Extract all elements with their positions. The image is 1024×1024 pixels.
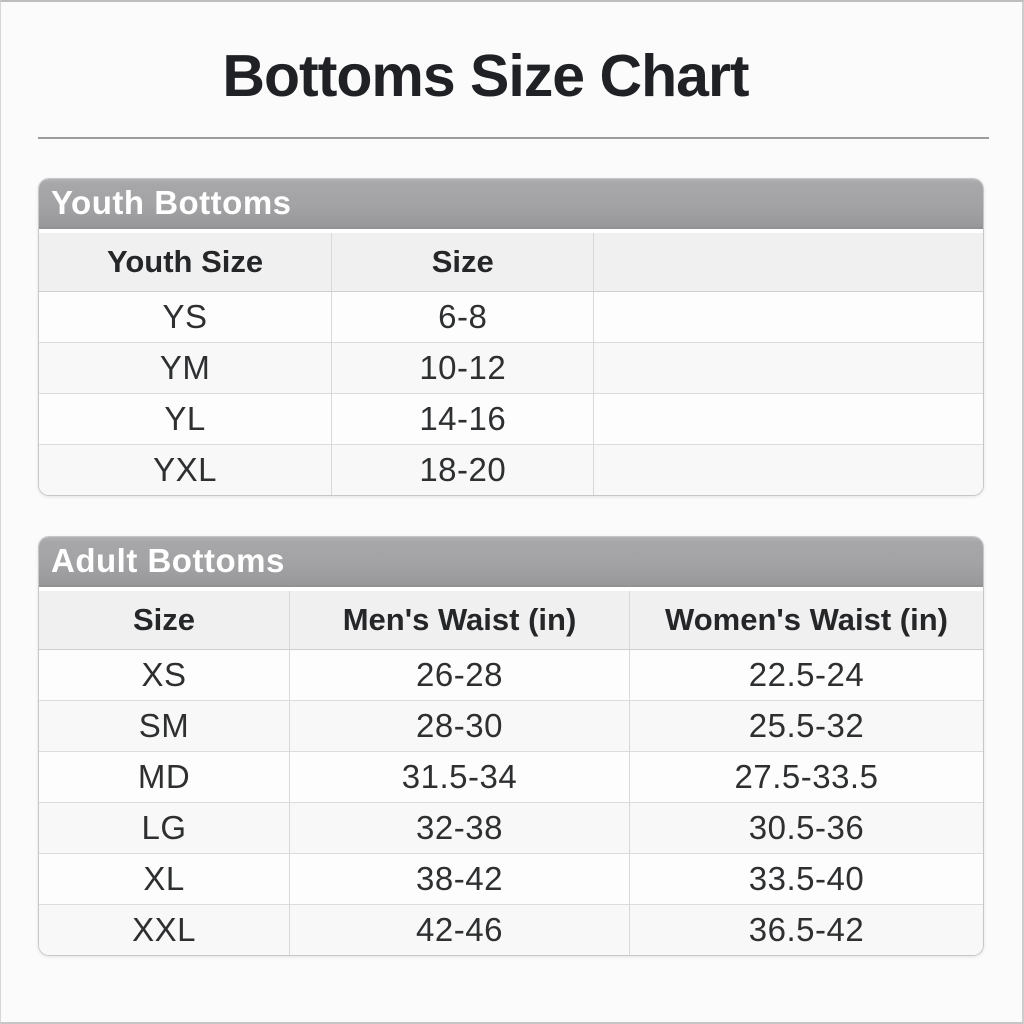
table-cell: 14-16: [331, 392, 594, 445]
youth-bottoms-table: Youth Bottoms Youth Size Size YS 6-8 YM 10-1…: [38, 177, 984, 496]
column-header: Size: [331, 232, 594, 292]
table-cell: LG: [39, 801, 290, 854]
header-row: Youth Size Size: [39, 232, 983, 292]
table-row: XL 38-42 33.5-40: [39, 852, 983, 905]
page-title: Bottoms Size Chart: [222, 43, 749, 109]
adult-bottoms-table: Adult Bottoms Size Men's Waist (in) Women'…: [38, 535, 984, 956]
table-row: YL 14-16: [39, 392, 983, 445]
adult-bottoms-banner: Adult Bottoms: [39, 536, 983, 587]
table-cell: 42-46: [289, 903, 630, 955]
table-row: YM 10-12: [39, 341, 983, 394]
title-divider: [38, 136, 989, 139]
table-cell: XL: [39, 852, 290, 905]
table-cell: YS: [162, 297, 208, 335]
table-cell: XXL: [39, 903, 290, 955]
banner-gap: [39, 586, 983, 591]
youth-size-grid: Youth Size Size YS 6-8 YM 10-12 YL 14-16 YXL 18-…: [39, 232, 983, 495]
table-cell: 32-38: [289, 801, 630, 854]
table-cell: 27.5-33.5: [628, 750, 983, 803]
table-cell: [593, 392, 983, 445]
table-row: XXL 42-46 36.5-42: [39, 903, 983, 955]
table-cell: 33.5-40: [628, 852, 983, 905]
table-cell: [593, 443, 983, 495]
column-header: Size: [39, 590, 290, 650]
table-cell: 31.5-34: [289, 750, 630, 803]
table-cell: 26-28: [289, 649, 630, 701]
table-cell: [593, 341, 983, 394]
table-row: SM 28-30 25.5-32: [39, 699, 983, 752]
column-header: [593, 232, 983, 292]
table-row: YXL 18-20: [39, 443, 983, 495]
adult-size-grid: Size Men's Waist (in) Women's Waist (in) X…: [39, 590, 983, 955]
table-cell: 18-20: [331, 443, 594, 495]
table-cell: YXL: [39, 443, 332, 495]
header-row: Size Men's Waist (in) Women's Waist (in): [39, 590, 983, 650]
banner-gap: [39, 228, 983, 233]
table-cell: 38-42: [289, 852, 630, 905]
table-cell: MD: [39, 750, 290, 803]
table-row: LG 32-38 30.5-36: [39, 801, 983, 854]
table-cell: XS: [141, 655, 187, 693]
table-cell: 10-12: [331, 341, 594, 394]
table-row: YS 6-8: [39, 291, 983, 343]
table-cell: 22.5-24: [628, 649, 983, 701]
table-cell: [593, 291, 983, 343]
column-header: Men's Waist (in): [289, 590, 630, 650]
table-cell: 36.5-42: [628, 903, 983, 955]
table-row: XS 26-28 22.5-24: [39, 649, 983, 701]
table-row: MD 31.5-34 27.5-33.5: [39, 750, 983, 803]
table-cell: 28-30: [289, 699, 630, 752]
table-cell: SM: [39, 699, 290, 752]
column-header: Women's Waist (in): [628, 590, 983, 650]
table-cell: 6-8: [331, 291, 594, 343]
table-cell: YL: [39, 392, 332, 445]
youth-bottoms-banner: Youth Bottoms: [39, 178, 983, 229]
table-cell: 30.5-36: [628, 801, 983, 854]
table-cell: 25.5-32: [628, 699, 983, 752]
table-cell: YM: [39, 341, 332, 394]
column-header: Youth Size: [39, 232, 332, 292]
